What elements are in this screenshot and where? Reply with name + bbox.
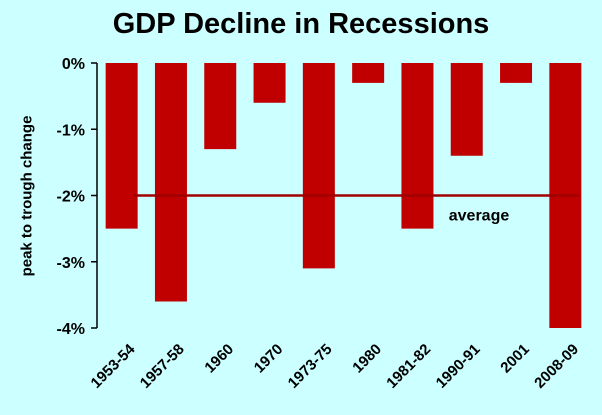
x-tick-label: 1960 <box>201 341 237 377</box>
bar <box>105 63 138 229</box>
x-tick-label: 2001 <box>497 341 533 377</box>
x-tick-label: 1973-75 <box>285 341 336 392</box>
bar <box>302 63 335 269</box>
bar <box>500 63 533 83</box>
y-tick-label: -4% <box>57 321 85 338</box>
bar <box>253 63 286 103</box>
x-tick-label: 1953-54 <box>88 340 139 391</box>
average-label: average <box>449 208 510 225</box>
bar <box>352 63 385 83</box>
y-tick-label: -2% <box>57 189 85 206</box>
bar <box>204 63 237 150</box>
y-tick-label: 0% <box>62 56 85 73</box>
bar <box>401 63 434 229</box>
x-tick-label: 1957-58 <box>137 341 188 392</box>
y-tick-label: -1% <box>57 122 85 139</box>
chart-title: GDP Decline in Recessions <box>112 8 490 40</box>
x-tick-label: 1990-91 <box>433 341 484 392</box>
y-tick-label: -3% <box>57 255 85 272</box>
x-tick-label: 1981-82 <box>383 341 434 392</box>
x-tick-label: 2008-09 <box>531 341 582 392</box>
x-tick-label: 1970 <box>251 341 287 377</box>
bar <box>450 63 483 156</box>
bar <box>154 63 187 302</box>
x-tick-label: 1980 <box>349 341 385 377</box>
